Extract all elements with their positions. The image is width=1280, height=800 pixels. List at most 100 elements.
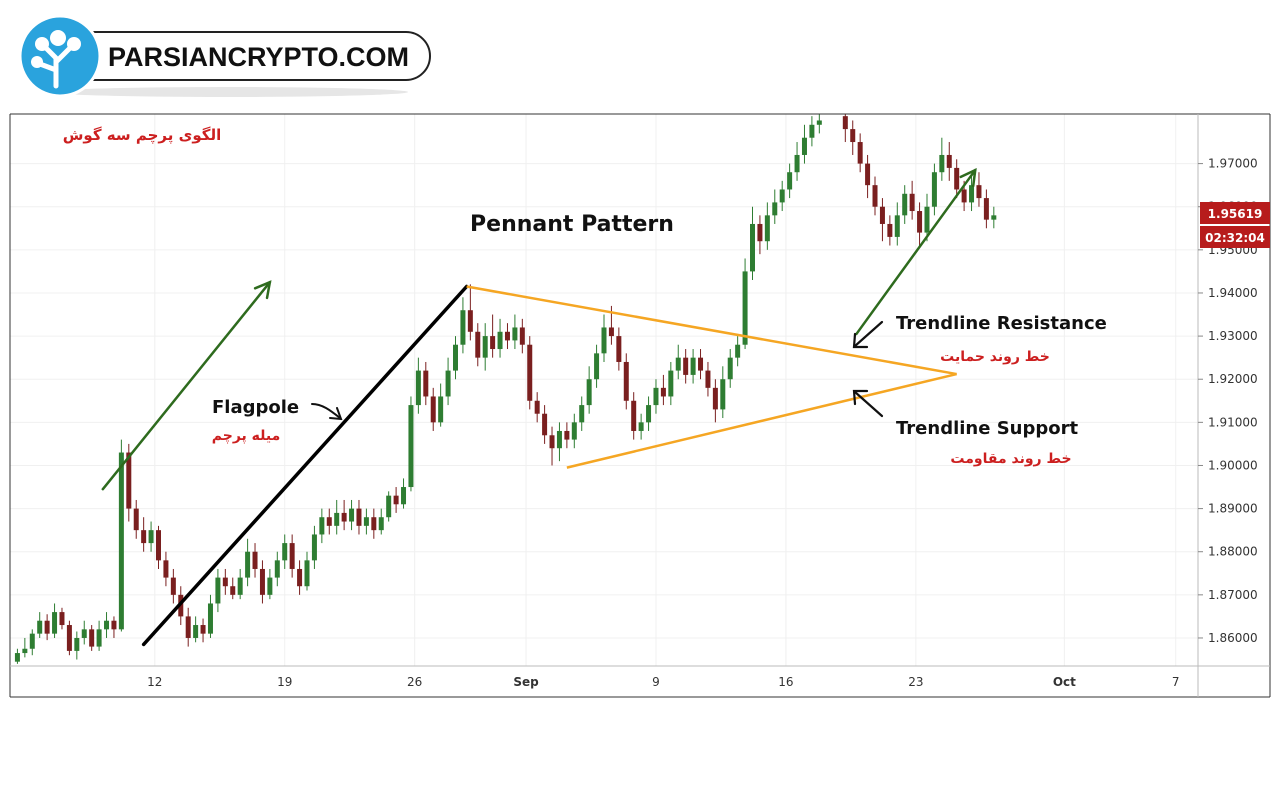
y-tick-label: 1.93000 — [1208, 329, 1258, 343]
candle — [594, 344, 600, 388]
arrow-head — [253, 280, 272, 300]
candle-body — [438, 396, 444, 423]
candle-body — [356, 508, 362, 526]
candle — [297, 560, 303, 595]
candle — [683, 349, 689, 384]
candle — [646, 396, 652, 431]
candle-body — [623, 361, 629, 401]
candle-body — [408, 405, 414, 488]
candle-body — [66, 625, 72, 651]
candle-body — [601, 327, 607, 354]
candle-body — [698, 357, 704, 371]
candle-body — [111, 620, 117, 630]
candle-body — [185, 616, 191, 638]
candle — [237, 568, 243, 600]
candle — [638, 413, 644, 440]
candle-body — [727, 357, 733, 380]
candle-body — [646, 405, 652, 423]
candle — [467, 284, 473, 341]
candle — [304, 551, 310, 591]
uptrend-arrow-right — [855, 167, 977, 336]
candle — [282, 534, 288, 569]
candle — [341, 499, 347, 531]
candle-body — [556, 430, 562, 449]
candle-body — [931, 172, 937, 207]
candle — [66, 620, 72, 656]
candle-body — [534, 400, 540, 414]
candle — [586, 366, 592, 414]
candle-body — [22, 648, 28, 654]
candle — [259, 560, 265, 604]
candle-body — [764, 215, 770, 242]
candle — [653, 379, 659, 414]
arrow-shaft — [855, 168, 977, 336]
candle-body — [200, 625, 206, 634]
candle-body — [297, 568, 303, 587]
candle — [764, 202, 770, 250]
plot-background — [10, 114, 1198, 666]
candle-body — [386, 495, 392, 518]
last-price-tag: 1.95619 — [1200, 202, 1270, 224]
resistance-pointer — [852, 320, 884, 349]
candle — [675, 344, 681, 380]
candle — [378, 508, 384, 535]
candle — [156, 525, 161, 569]
candle — [319, 508, 325, 544]
y-tick-label: 1.89000 — [1208, 502, 1258, 516]
candle-body — [865, 163, 871, 186]
candle-body — [44, 620, 50, 634]
candle — [794, 142, 800, 181]
candle — [349, 499, 355, 531]
candle — [556, 422, 562, 462]
candle-body — [141, 530, 147, 544]
candle-body — [961, 189, 967, 203]
candle-body — [887, 223, 893, 237]
y-tick-label: 1.88000 — [1208, 545, 1258, 559]
time-axis: 12 19 26 Sep 9 16 23 Oct 7 — [147, 675, 1179, 689]
candle-body — [193, 625, 199, 638]
candle — [326, 508, 332, 535]
candle — [909, 180, 915, 220]
candle-body — [378, 517, 384, 531]
candle — [230, 577, 236, 600]
candle-body — [334, 512, 340, 526]
x-tick-label: Oct — [1053, 675, 1076, 689]
candle — [902, 185, 908, 224]
brand-logo: PARSIANCRYPTO.COM — [18, 14, 431, 98]
candle — [193, 616, 199, 643]
candles — [14, 114, 997, 664]
candle — [946, 142, 952, 181]
candle — [616, 327, 622, 371]
candle — [453, 336, 458, 380]
support-trendline — [566, 372, 957, 469]
candle — [712, 379, 718, 423]
candle-body — [215, 577, 221, 604]
candle — [200, 618, 206, 643]
candle — [779, 180, 785, 212]
candle-body — [467, 310, 473, 332]
resistance-label-fa: خط روند حمایت — [940, 349, 1050, 365]
candle — [96, 620, 102, 651]
candle — [497, 318, 503, 358]
arrow-shaft — [101, 280, 272, 491]
candle-body — [207, 603, 213, 634]
candle-body — [842, 116, 848, 130]
candle — [111, 616, 117, 638]
candle-body — [631, 400, 637, 431]
candle-body — [712, 387, 718, 410]
candle-body — [52, 612, 58, 634]
candle — [631, 392, 637, 440]
candle-body — [96, 629, 102, 647]
candle-body — [401, 487, 407, 505]
candle — [549, 426, 555, 466]
candle-body — [230, 586, 236, 595]
candle-body — [902, 193, 908, 216]
candle-body — [245, 551, 251, 578]
candle-body — [81, 629, 87, 638]
last-price-label: 1.95619 — [1208, 207, 1263, 221]
brand-text: PARSIANCRYPTO.COM — [108, 42, 409, 72]
y-tick-label: 1.97000 — [1208, 157, 1258, 171]
candle-body — [801, 137, 807, 155]
candle-body — [690, 357, 696, 375]
